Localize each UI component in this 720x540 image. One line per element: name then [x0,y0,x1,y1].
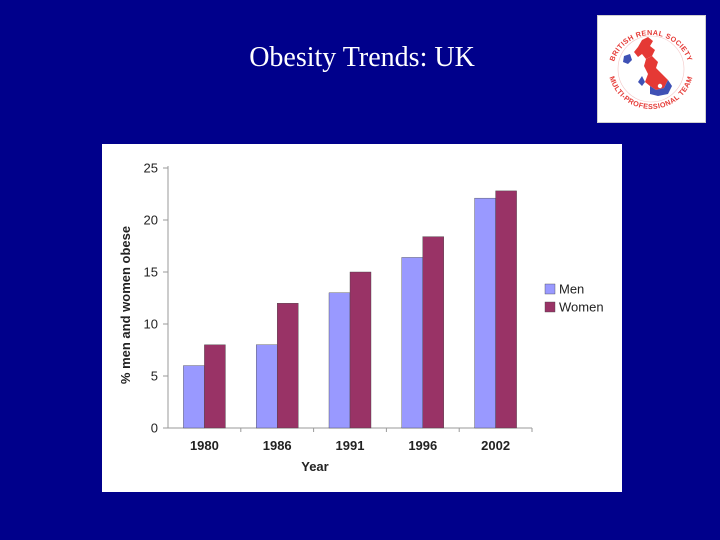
y-tick-label: 15 [144,265,158,280]
slide-title: Obesity Trends: UK [249,42,475,73]
chart-panel: 0 5 10 15 20 25 1980 1986 1991 1996 2002 Year % men … [102,144,622,492]
bar-women-1980 [204,344,226,429]
x-axis-title: Year [301,459,328,474]
obesity-bar-chart: 0 5 10 15 20 25 1980 1986 1991 1996 2002 Year % men … [118,161,604,475]
bar-women-2002 [495,190,517,429]
x-tick-label: 2002 [481,438,510,453]
x-tick-label: 1980 [190,438,219,453]
y-tick-label: 0 [151,421,158,436]
x-tick-label: 1991 [336,438,365,453]
x-tick-label: 1986 [263,438,292,453]
logo-emblem: BRITISH RENAL SOCIETY MULTI-PROFESSIONAL… [607,28,694,111]
bar-women-1996 [422,236,444,429]
bar-men-1991 [328,292,351,429]
legend-swatch-women [544,301,556,313]
bar-men-1986 [255,344,278,429]
british-renal-society-logo: BRITISH RENAL SOCIETY MULTI-PROFESSIONAL… [597,15,706,123]
bar-women-1986 [276,302,299,429]
y-tick-label: 10 [144,317,158,332]
legend-swatch-men [544,283,556,295]
y-tick-label: 20 [144,213,158,228]
y-tick-label: 25 [144,161,158,176]
uk-map-icon [623,37,672,96]
bar-men-1980 [183,365,205,429]
legend-label-women: Women [559,300,604,315]
bar-women-1991 [349,271,372,429]
y-axis-title: % men and women obese [118,226,133,384]
bar-men-2002 [474,197,496,429]
legend-label-men: Men [559,282,584,297]
bar-men-1996 [401,257,423,429]
y-tick-label: 5 [151,369,158,384]
x-tick-label: 1996 [408,438,437,453]
